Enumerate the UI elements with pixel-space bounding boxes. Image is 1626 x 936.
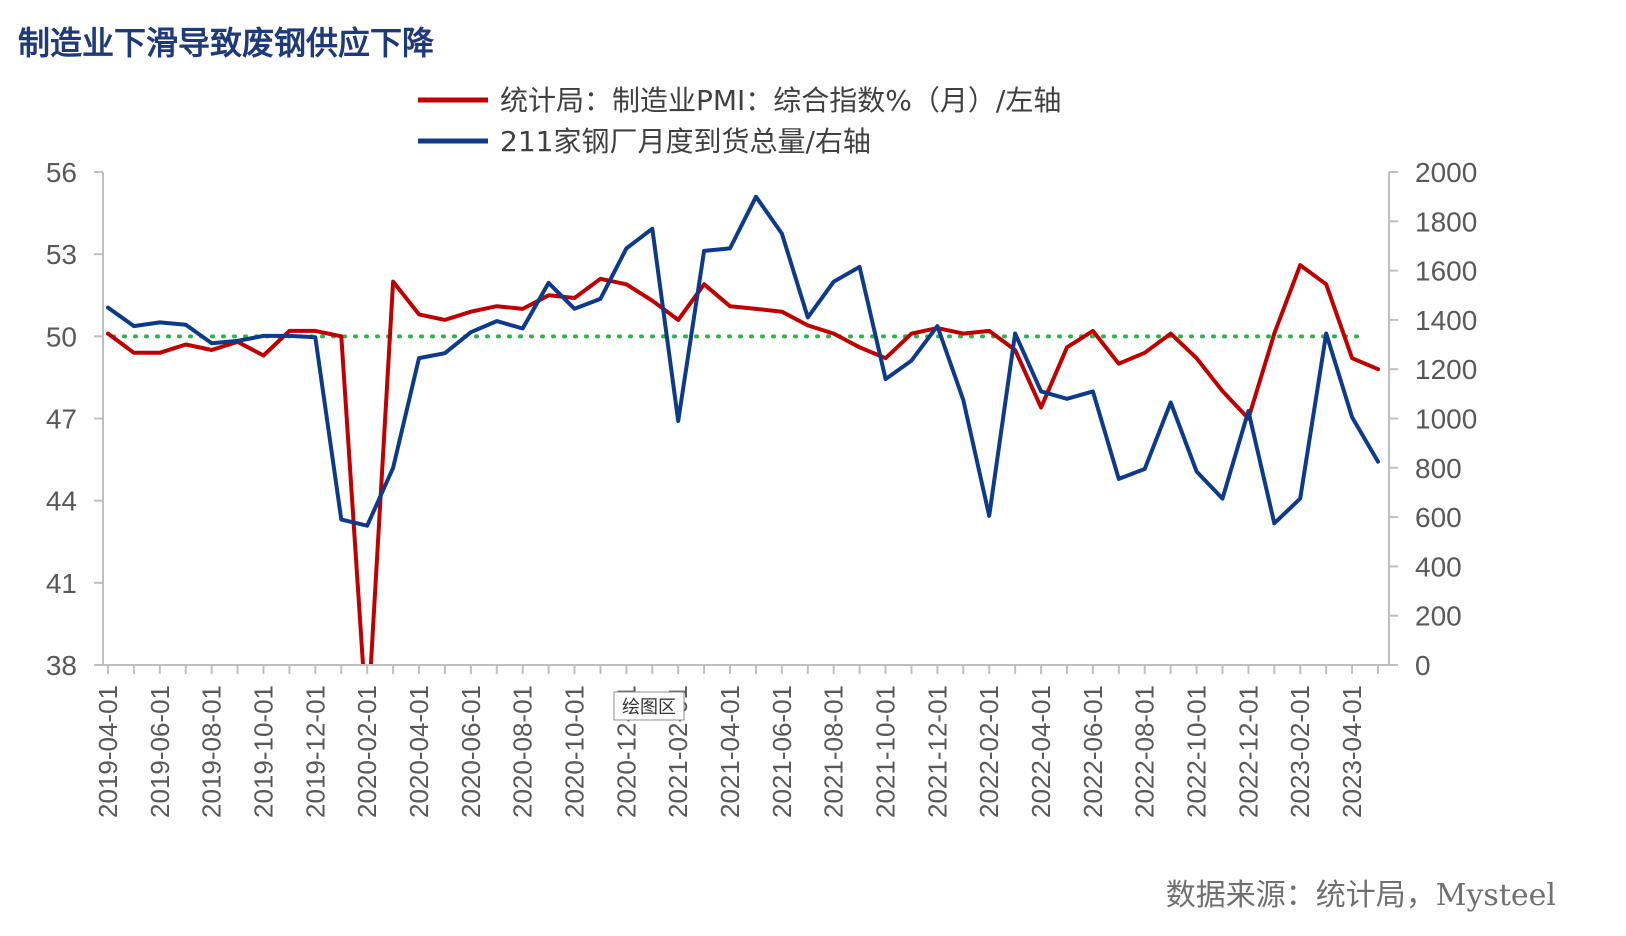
x-tick-label: 2020-02-01	[352, 685, 382, 818]
y-right-tick-label: 0	[1415, 650, 1431, 681]
plot-area-tag: 绘图区	[613, 691, 685, 721]
y-left-tick-label: 47	[46, 404, 77, 435]
y-left-tick-label: 53	[46, 239, 77, 270]
source-note: 数据来源：统计局，Mysteel	[1165, 878, 1556, 913]
x-tick-label: 2022-02-01	[974, 685, 1004, 818]
x-tick-label: 2023-04-01	[1337, 685, 1367, 818]
y-right-tick-label: 400	[1415, 551, 1462, 582]
series-pmi-line	[106, 263, 1380, 665]
y-right-tick-label: 1000	[1415, 404, 1477, 435]
x-tick-label: 2020-04-01	[404, 685, 434, 818]
y-right-tick-label: 600	[1415, 502, 1462, 533]
series-layer	[106, 194, 1380, 665]
x-tick-label: 2023-02-01	[1285, 685, 1315, 818]
y-right-tick-label: 200	[1415, 601, 1462, 632]
y-left-tick-label: 44	[46, 486, 77, 517]
x-tick-label: 2021-10-01	[871, 685, 901, 818]
y-right-tick-label: 1400	[1415, 305, 1477, 336]
x-tick-label: 2020-08-01	[508, 685, 538, 818]
y-left-tick-label: 38	[46, 650, 77, 681]
x-tick-label: 2020-10-01	[560, 685, 590, 818]
axes-layer: 38 41 44 47 50 53 56 0 200 400 600 800 1000 1200 1400 1…	[46, 157, 1477, 818]
x-tick-label: 2022-04-01	[1026, 685, 1056, 818]
x-tick-label: 2021-08-01	[819, 685, 849, 818]
x-tick-label: 2022-12-01	[1233, 685, 1263, 818]
x-tick-label: 2022-08-01	[1130, 685, 1160, 818]
x-tick-label: 2021-12-01	[922, 685, 952, 818]
plot-area-tag-label: 绘图区	[622, 697, 676, 718]
y-right-tick-label: 1800	[1415, 206, 1477, 237]
x-tick-label: 2019-04-01	[93, 685, 123, 818]
series-arrivals-line	[106, 194, 1380, 528]
x-tick-label: 2022-06-01	[1078, 685, 1108, 818]
x-tick-label: 2021-06-01	[767, 685, 797, 818]
x-tick-label: 2020-06-01	[456, 685, 486, 818]
x-tick-label: 2021-04-01	[715, 685, 745, 818]
x-tick-label: 2022-10-01	[1182, 685, 1212, 818]
x-tick-label: 2019-10-01	[249, 685, 279, 818]
x-tick-label: 2019-12-01	[300, 685, 330, 818]
y-left-tick-label: 41	[46, 568, 77, 599]
legend-label-pmi: 统计局：制造业PMI：综合指数%（月）/左轴	[500, 84, 1061, 117]
y-right-tick-label: 1600	[1415, 256, 1477, 287]
plot-area-tag-box	[613, 691, 685, 721]
y-left-tick-label: 56	[46, 157, 77, 188]
legend[interactable]: 统计局：制造业PMI：综合指数%（月）/左轴 211家钢厂月度到货总量/右轴	[418, 84, 1061, 158]
y-left-tick-label: 50	[46, 321, 77, 352]
y-right-tick-label: 800	[1415, 453, 1462, 484]
page-title: 制造业下滑导致废钢供应下降	[18, 24, 435, 62]
legend-label-arrivals: 211家钢厂月度到货总量/右轴	[500, 125, 871, 158]
y-right-tick-label: 1200	[1415, 354, 1477, 385]
y-right-tick-label: 2000	[1415, 157, 1477, 188]
x-tick-label: 2019-08-01	[197, 685, 227, 818]
x-tick-label: 2019-06-01	[145, 685, 175, 818]
